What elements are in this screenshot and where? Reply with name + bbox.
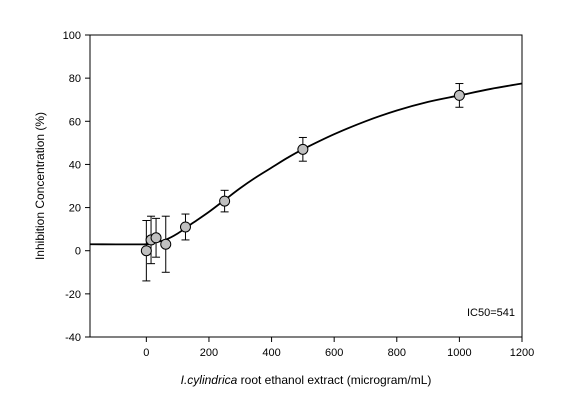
data-point [297, 143, 309, 155]
data-point [453, 89, 465, 101]
y-tick-label: 0 [75, 246, 81, 258]
y-axis-label: Inhibition Concentration (%) [33, 112, 47, 260]
data-point [160, 238, 172, 250]
data-point [150, 232, 162, 244]
data-point [219, 195, 231, 207]
data-point [179, 221, 191, 233]
axis-ticks: 0 200 400 600 800 1000 1200 -40 -20 0 20 40 60 80 100 [63, 30, 535, 359]
data-points-layer [140, 89, 465, 257]
data-point [140, 245, 152, 257]
y-tick-label: 60 [69, 116, 81, 128]
ic50-annotation: IC50=541 [467, 307, 515, 319]
x-axis-label-italic: I.cylindrica [181, 373, 238, 387]
x-axis-label: I.cylindrica root ethanol extract (micro… [181, 373, 432, 387]
y-tick-label: 20 [69, 203, 81, 215]
y-tick-label: 100 [63, 30, 81, 42]
plot-frame [89, 34, 523, 338]
error-bars-layer [142, 83, 464, 282]
y-tick-label: -40 [65, 332, 81, 344]
x-tick-label: 400 [262, 347, 280, 359]
x-tick-label: 600 [325, 347, 343, 359]
x-tick-label: 200 [200, 347, 218, 359]
y-tick-label: -20 [65, 289, 81, 301]
x-axis-label-rest: root ethanol extract (microgram/mL) [237, 373, 431, 387]
x-tick-label: 0 [143, 347, 149, 359]
x-tick-label: 800 [388, 347, 406, 359]
y-tick-label: 80 [69, 73, 81, 85]
x-tick-label: 1000 [447, 347, 471, 359]
y-tick-label: 40 [69, 159, 81, 171]
x-tick-label: 1200 [510, 347, 534, 359]
